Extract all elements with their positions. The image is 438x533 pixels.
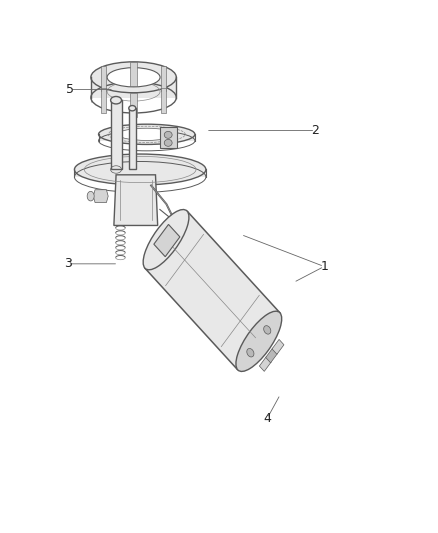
Text: 3: 3 [64, 257, 72, 270]
Polygon shape [266, 348, 278, 363]
Text: 1: 1 [320, 260, 328, 273]
Polygon shape [145, 211, 280, 370]
Ellipse shape [87, 191, 94, 201]
Polygon shape [110, 100, 122, 169]
Polygon shape [130, 62, 137, 86]
Polygon shape [91, 77, 176, 98]
Polygon shape [99, 134, 195, 141]
Polygon shape [161, 66, 166, 91]
Polygon shape [93, 190, 108, 203]
Ellipse shape [99, 124, 195, 144]
Polygon shape [160, 127, 177, 148]
Text: 2: 2 [311, 124, 319, 137]
Polygon shape [154, 224, 180, 257]
Ellipse shape [107, 68, 160, 87]
Ellipse shape [118, 128, 176, 140]
Polygon shape [259, 357, 271, 372]
Ellipse shape [164, 139, 172, 146]
Ellipse shape [143, 209, 189, 270]
Polygon shape [101, 66, 106, 91]
Ellipse shape [91, 62, 176, 93]
Polygon shape [130, 93, 137, 117]
Polygon shape [74, 169, 206, 177]
Text: 4: 4 [263, 412, 271, 425]
Text: 5: 5 [66, 83, 74, 96]
Ellipse shape [129, 106, 136, 111]
Polygon shape [114, 175, 158, 225]
Polygon shape [129, 108, 136, 169]
Ellipse shape [247, 349, 254, 357]
Ellipse shape [236, 311, 282, 372]
Ellipse shape [74, 154, 206, 185]
Ellipse shape [264, 326, 271, 334]
Polygon shape [272, 340, 284, 354]
Polygon shape [161, 88, 166, 113]
Polygon shape [101, 88, 106, 113]
Ellipse shape [110, 96, 121, 104]
Ellipse shape [164, 131, 172, 138]
